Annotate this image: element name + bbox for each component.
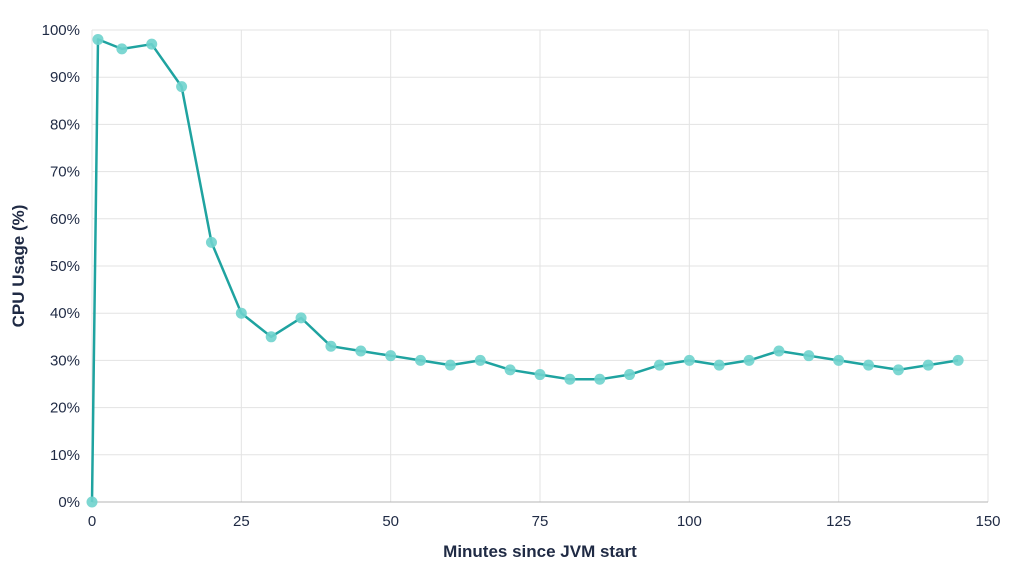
data-point [743,354,755,366]
y-tick-label: 90% [50,69,80,86]
data-point [713,359,725,371]
data-point [205,236,217,248]
x-tick-label: 25 [233,513,250,530]
data-point [564,373,576,385]
data-point [355,345,367,357]
y-tick-label: 10% [50,447,80,464]
data-point [594,373,606,385]
series-line [90,38,959,503]
data-point [922,359,934,371]
x-tick-label: 75 [532,513,549,530]
y-axis-title: CPU Usage (%) [9,205,28,328]
x-axis-title: Minutes since JVM start [443,542,637,561]
data-point [803,350,815,362]
data-point [863,359,875,371]
data-point [265,331,277,343]
x-axis-ticks: 0 25 50 75 100 125 150 [88,513,1001,530]
y-tick-label: 80% [50,116,80,133]
y-tick-label: 100% [42,22,80,39]
data-point [474,354,486,366]
y-tick-label: 30% [50,352,80,369]
series [86,33,964,508]
y-axis-ticks: 0% 10% 20% 30% 40% 50% 60% 70% 80% 90% 100% [42,22,80,511]
data-point [176,81,188,93]
x-tick-label: 100 [677,513,702,530]
data-point [92,33,104,45]
data-point [683,354,695,366]
data-point [504,364,516,376]
data-point [235,307,247,319]
data-point [773,345,785,357]
data-point [325,340,337,352]
y-tick-label: 20% [50,400,80,417]
data-point [534,369,546,381]
data-point [444,359,456,371]
data-point [653,359,665,371]
data-point [146,38,158,50]
data-point [385,350,397,362]
y-tick-label: 40% [50,305,80,322]
data-point [86,496,98,508]
data-point [116,43,128,55]
data-point [892,364,904,376]
x-tick-label: 0 [88,513,96,530]
y-tick-label: 60% [50,211,80,228]
y-tick-label: 70% [50,164,80,181]
x-tick-label: 125 [826,513,851,530]
x-tick-label: 150 [975,513,1000,530]
data-point [295,312,307,324]
y-tick-label: 50% [50,258,80,275]
data-point [624,369,636,381]
data-point [833,354,845,366]
y-tick-label: 0% [58,494,80,511]
grid [91,29,989,503]
data-point [415,354,427,366]
x-tick-label: 50 [382,513,399,530]
data-point [952,354,964,366]
